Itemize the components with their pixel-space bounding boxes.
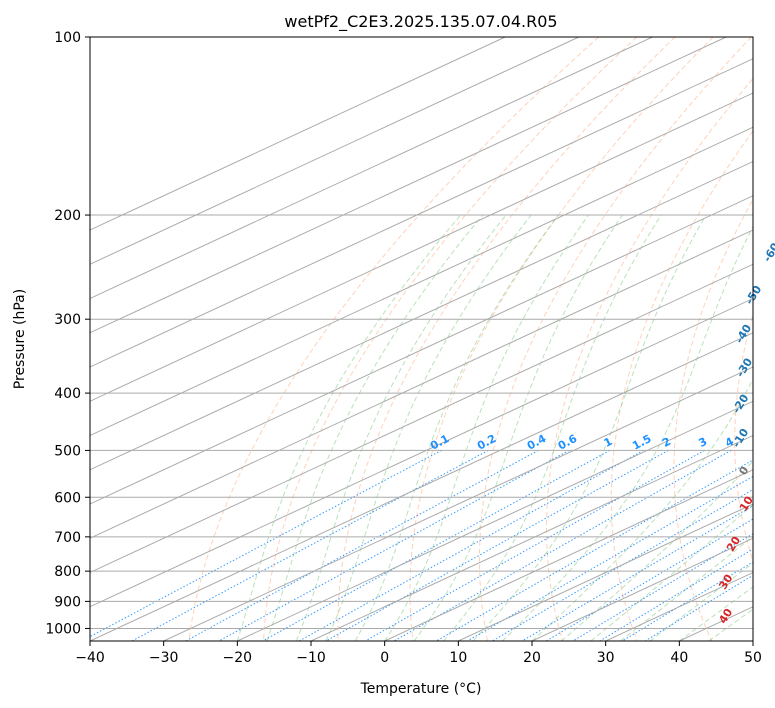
moist-adiabat — [472, 214, 707, 641]
x-axis-ticks: −40 −30 −20 −10 0 10 20 30 40 50 — [75, 641, 762, 666]
mixing-ratio-line — [90, 449, 442, 638]
isotherm-line — [163, 366, 753, 641]
isotherm-line — [384, 469, 753, 641]
y-tick-label: 100 — [54, 30, 81, 46]
moist-adiabat — [354, 214, 559, 641]
isotherm-line — [752, 640, 753, 641]
x-tick-label: −30 — [149, 650, 179, 666]
moist-adiabat — [384, 214, 589, 641]
isotherm-line — [90, 195, 753, 505]
moist-adiabat — [266, 214, 484, 641]
y-tick-label: 1000 — [45, 621, 81, 637]
grid — [90, 37, 753, 641]
x-tick-label: 40 — [670, 650, 688, 666]
mixing-ratio-line — [546, 518, 753, 641]
dry-adiabat — [337, 37, 676, 641]
isotherm-line — [90, 229, 753, 539]
mixing-ratio-line — [436, 459, 753, 641]
moist-adiabat — [531, 377, 753, 641]
isotherm-line — [90, 37, 653, 300]
y-tick-label: 700 — [54, 530, 81, 546]
x-tick-label: −10 — [296, 650, 326, 666]
y-tick-label: 800 — [54, 564, 81, 580]
chart-title: wetPf2_C2E3.2025.135.07.04.R05 — [284, 12, 557, 32]
isotherm-line — [90, 58, 753, 368]
plot-background — [90, 37, 753, 641]
isotherm-line — [531, 537, 753, 641]
moist-adiabat — [561, 460, 753, 641]
dry-adiabat — [409, 37, 714, 641]
dry-adiabat — [673, 198, 753, 641]
mixing-ratio-line — [218, 449, 570, 641]
isotherm-line — [90, 297, 753, 608]
isotherm-line — [90, 37, 727, 334]
isotherm-line — [90, 263, 753, 574]
x-tick-label: −40 — [75, 650, 105, 666]
y-tick-label: 200 — [54, 208, 81, 224]
x-tick-label: 10 — [449, 650, 467, 666]
mixing-ratio-line — [262, 449, 610, 641]
isotherm-line — [458, 503, 753, 641]
isotherm-line — [90, 92, 753, 402]
x-tick-label: 0 — [380, 650, 389, 666]
isotherm-line — [90, 37, 506, 231]
moist-adiabat — [325, 214, 532, 641]
dry-adiabat — [188, 37, 600, 641]
dry-adiabat — [610, 129, 753, 641]
x-axis-label: Temperature (°C) — [360, 681, 482, 697]
mixing-ratio-line — [325, 449, 669, 641]
moist-adiabat — [620, 535, 753, 641]
dry-adiabat — [734, 312, 753, 564]
moist-adiabat — [295, 214, 507, 641]
dry-adiabat — [263, 37, 638, 641]
y-axis-label: Pressure (hPa) — [12, 289, 28, 389]
y-tick-label: 900 — [54, 594, 81, 610]
isotherm-label: -60 — [761, 240, 775, 264]
isotherm-line — [90, 126, 753, 437]
x-tick-label: 20 — [523, 650, 541, 666]
plot-frame — [89, 36, 754, 642]
y-tick-label: 600 — [54, 490, 81, 506]
y-tick-label: 500 — [54, 443, 81, 459]
dry-adiabat — [479, 37, 752, 641]
y-tick-label: 300 — [54, 312, 81, 328]
isotherm-line — [237, 400, 753, 641]
mixing-ratio-line — [185, 449, 539, 641]
moist-adiabat — [236, 214, 462, 641]
x-tick-label: −20 — [223, 650, 253, 666]
isotherm-line — [90, 37, 580, 265]
mixing-ratio-line — [572, 533, 753, 641]
isotherm-line — [310, 434, 753, 641]
y-axis-ticks: 100 200 300 400 500 600 700 800 900 1000 — [45, 30, 90, 637]
x-tick-label: 30 — [597, 650, 615, 666]
moist-adiabat — [413, 214, 623, 641]
moist-adiabat — [590, 503, 753, 641]
y-tick-label: 400 — [54, 386, 81, 402]
isotherm-line — [90, 160, 753, 471]
x-tick-label: 50 — [744, 650, 762, 666]
isotherm-line — [90, 332, 753, 641]
mixing-ratio-line — [599, 548, 753, 641]
